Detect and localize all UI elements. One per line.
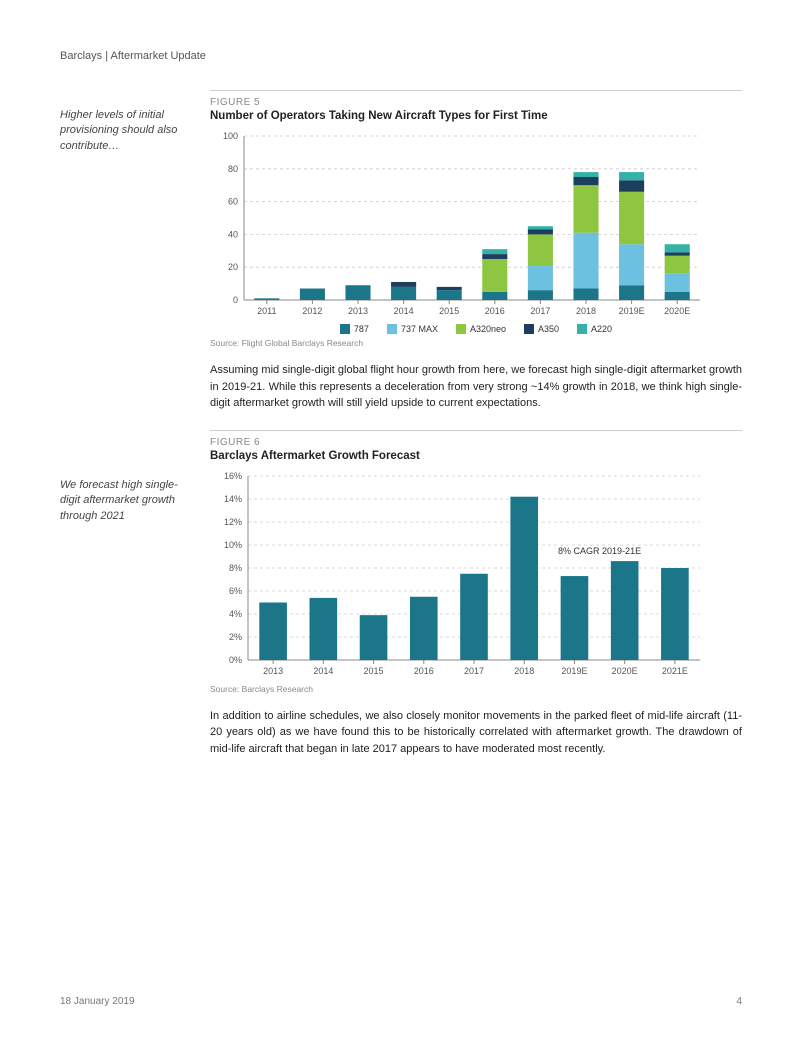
figure-5-legend: 787 737 MAX A320neo A350 A220 xyxy=(210,324,742,334)
svg-text:2018: 2018 xyxy=(576,306,596,316)
svg-text:2018: 2018 xyxy=(514,666,534,676)
svg-text:0%: 0% xyxy=(229,655,242,665)
svg-text:2017: 2017 xyxy=(530,306,550,316)
figure-5: FIGURE 5 Number of Operators Taking New … xyxy=(210,90,742,348)
page-footer: 18 January 2019 4 xyxy=(60,996,742,1007)
legend-swatch xyxy=(340,324,350,334)
legend-swatch xyxy=(387,324,397,334)
svg-text:2020E: 2020E xyxy=(664,306,690,316)
svg-text:100: 100 xyxy=(223,131,238,141)
legend-item: A320neo xyxy=(456,324,506,334)
svg-text:0: 0 xyxy=(233,295,238,305)
legend-label: 787 xyxy=(354,324,369,334)
svg-text:2017: 2017 xyxy=(464,666,484,676)
svg-text:2013: 2013 xyxy=(263,666,283,676)
svg-text:2014: 2014 xyxy=(313,666,333,676)
svg-text:2012: 2012 xyxy=(302,306,322,316)
svg-text:60: 60 xyxy=(228,197,238,207)
svg-text:6%: 6% xyxy=(229,586,242,596)
legend-swatch xyxy=(577,324,587,334)
figure-5-label: FIGURE 5 xyxy=(210,97,742,108)
figure-6-title: Barclays Aftermarket Growth Forecast xyxy=(210,450,742,462)
svg-text:2021E: 2021E xyxy=(662,666,688,676)
svg-text:20: 20 xyxy=(228,262,238,272)
svg-text:14%: 14% xyxy=(224,494,242,504)
svg-text:2011: 2011 xyxy=(257,306,276,316)
legend-label: A350 xyxy=(538,324,559,334)
legend-label: A220 xyxy=(591,324,612,334)
legend-swatch xyxy=(524,324,534,334)
svg-text:2%: 2% xyxy=(229,632,242,642)
svg-text:2015: 2015 xyxy=(439,306,459,316)
legend-label: 737 MAX xyxy=(401,324,438,334)
svg-text:2015: 2015 xyxy=(364,666,384,676)
svg-text:2014: 2014 xyxy=(394,306,414,316)
figure-5-title: Number of Operators Taking New Aircraft … xyxy=(210,110,742,122)
legend-item: A220 xyxy=(577,324,612,334)
svg-text:8%: 8% xyxy=(229,563,242,573)
svg-text:40: 40 xyxy=(228,229,238,239)
svg-text:2016: 2016 xyxy=(485,306,505,316)
svg-text:10%: 10% xyxy=(224,540,242,550)
svg-text:80: 80 xyxy=(228,164,238,174)
svg-text:2016: 2016 xyxy=(414,666,434,676)
figure-6-label: FIGURE 6 xyxy=(210,437,742,448)
footer-date: 18 January 2019 xyxy=(60,996,135,1007)
legend-item: 787 xyxy=(340,324,369,334)
page-header: Barclays | Aftermarket Update xyxy=(60,50,742,62)
paragraph-1: Assuming mid single-digit global flight … xyxy=(210,362,742,412)
margin-note-1: Higher levels of initial provisioning sh… xyxy=(60,108,195,154)
legend-item: 737 MAX xyxy=(387,324,438,334)
margin-note-2: We forecast high single-digit aftermarke… xyxy=(60,478,195,524)
svg-text:2013: 2013 xyxy=(348,306,368,316)
legend-swatch xyxy=(456,324,466,334)
svg-text:2019E: 2019E xyxy=(561,666,587,676)
svg-text:2019E: 2019E xyxy=(619,306,645,316)
legend-item: A350 xyxy=(524,324,559,334)
figure-6: FIGURE 6 Barclays Aftermarket Growth For… xyxy=(210,430,742,694)
svg-text:4%: 4% xyxy=(229,609,242,619)
legend-label: A320neo xyxy=(470,324,506,334)
figure-6-source: Source: Barclays Research xyxy=(210,684,742,694)
svg-text:12%: 12% xyxy=(224,517,242,527)
svg-text:8% CAGR 2019-21E: 8% CAGR 2019-21E xyxy=(558,546,641,556)
footer-page-number: 4 xyxy=(736,996,742,1007)
paragraph-2: In addition to airline schedules, we als… xyxy=(210,708,742,758)
figure-6-chart: 0% 2% 4% 6% 8% 10% 12% 14% 16% 2013 2014 2015 2016 20… xyxy=(210,470,710,680)
svg-text:16%: 16% xyxy=(224,471,242,481)
svg-text:2020E: 2020E xyxy=(612,666,638,676)
figure-5-chart: 0 20 40 60 80 100 2011 2012 2013 2014 2015 2016 2017… xyxy=(210,130,710,320)
figure-5-source: Source: Flight Global Barclays Research xyxy=(210,338,742,348)
